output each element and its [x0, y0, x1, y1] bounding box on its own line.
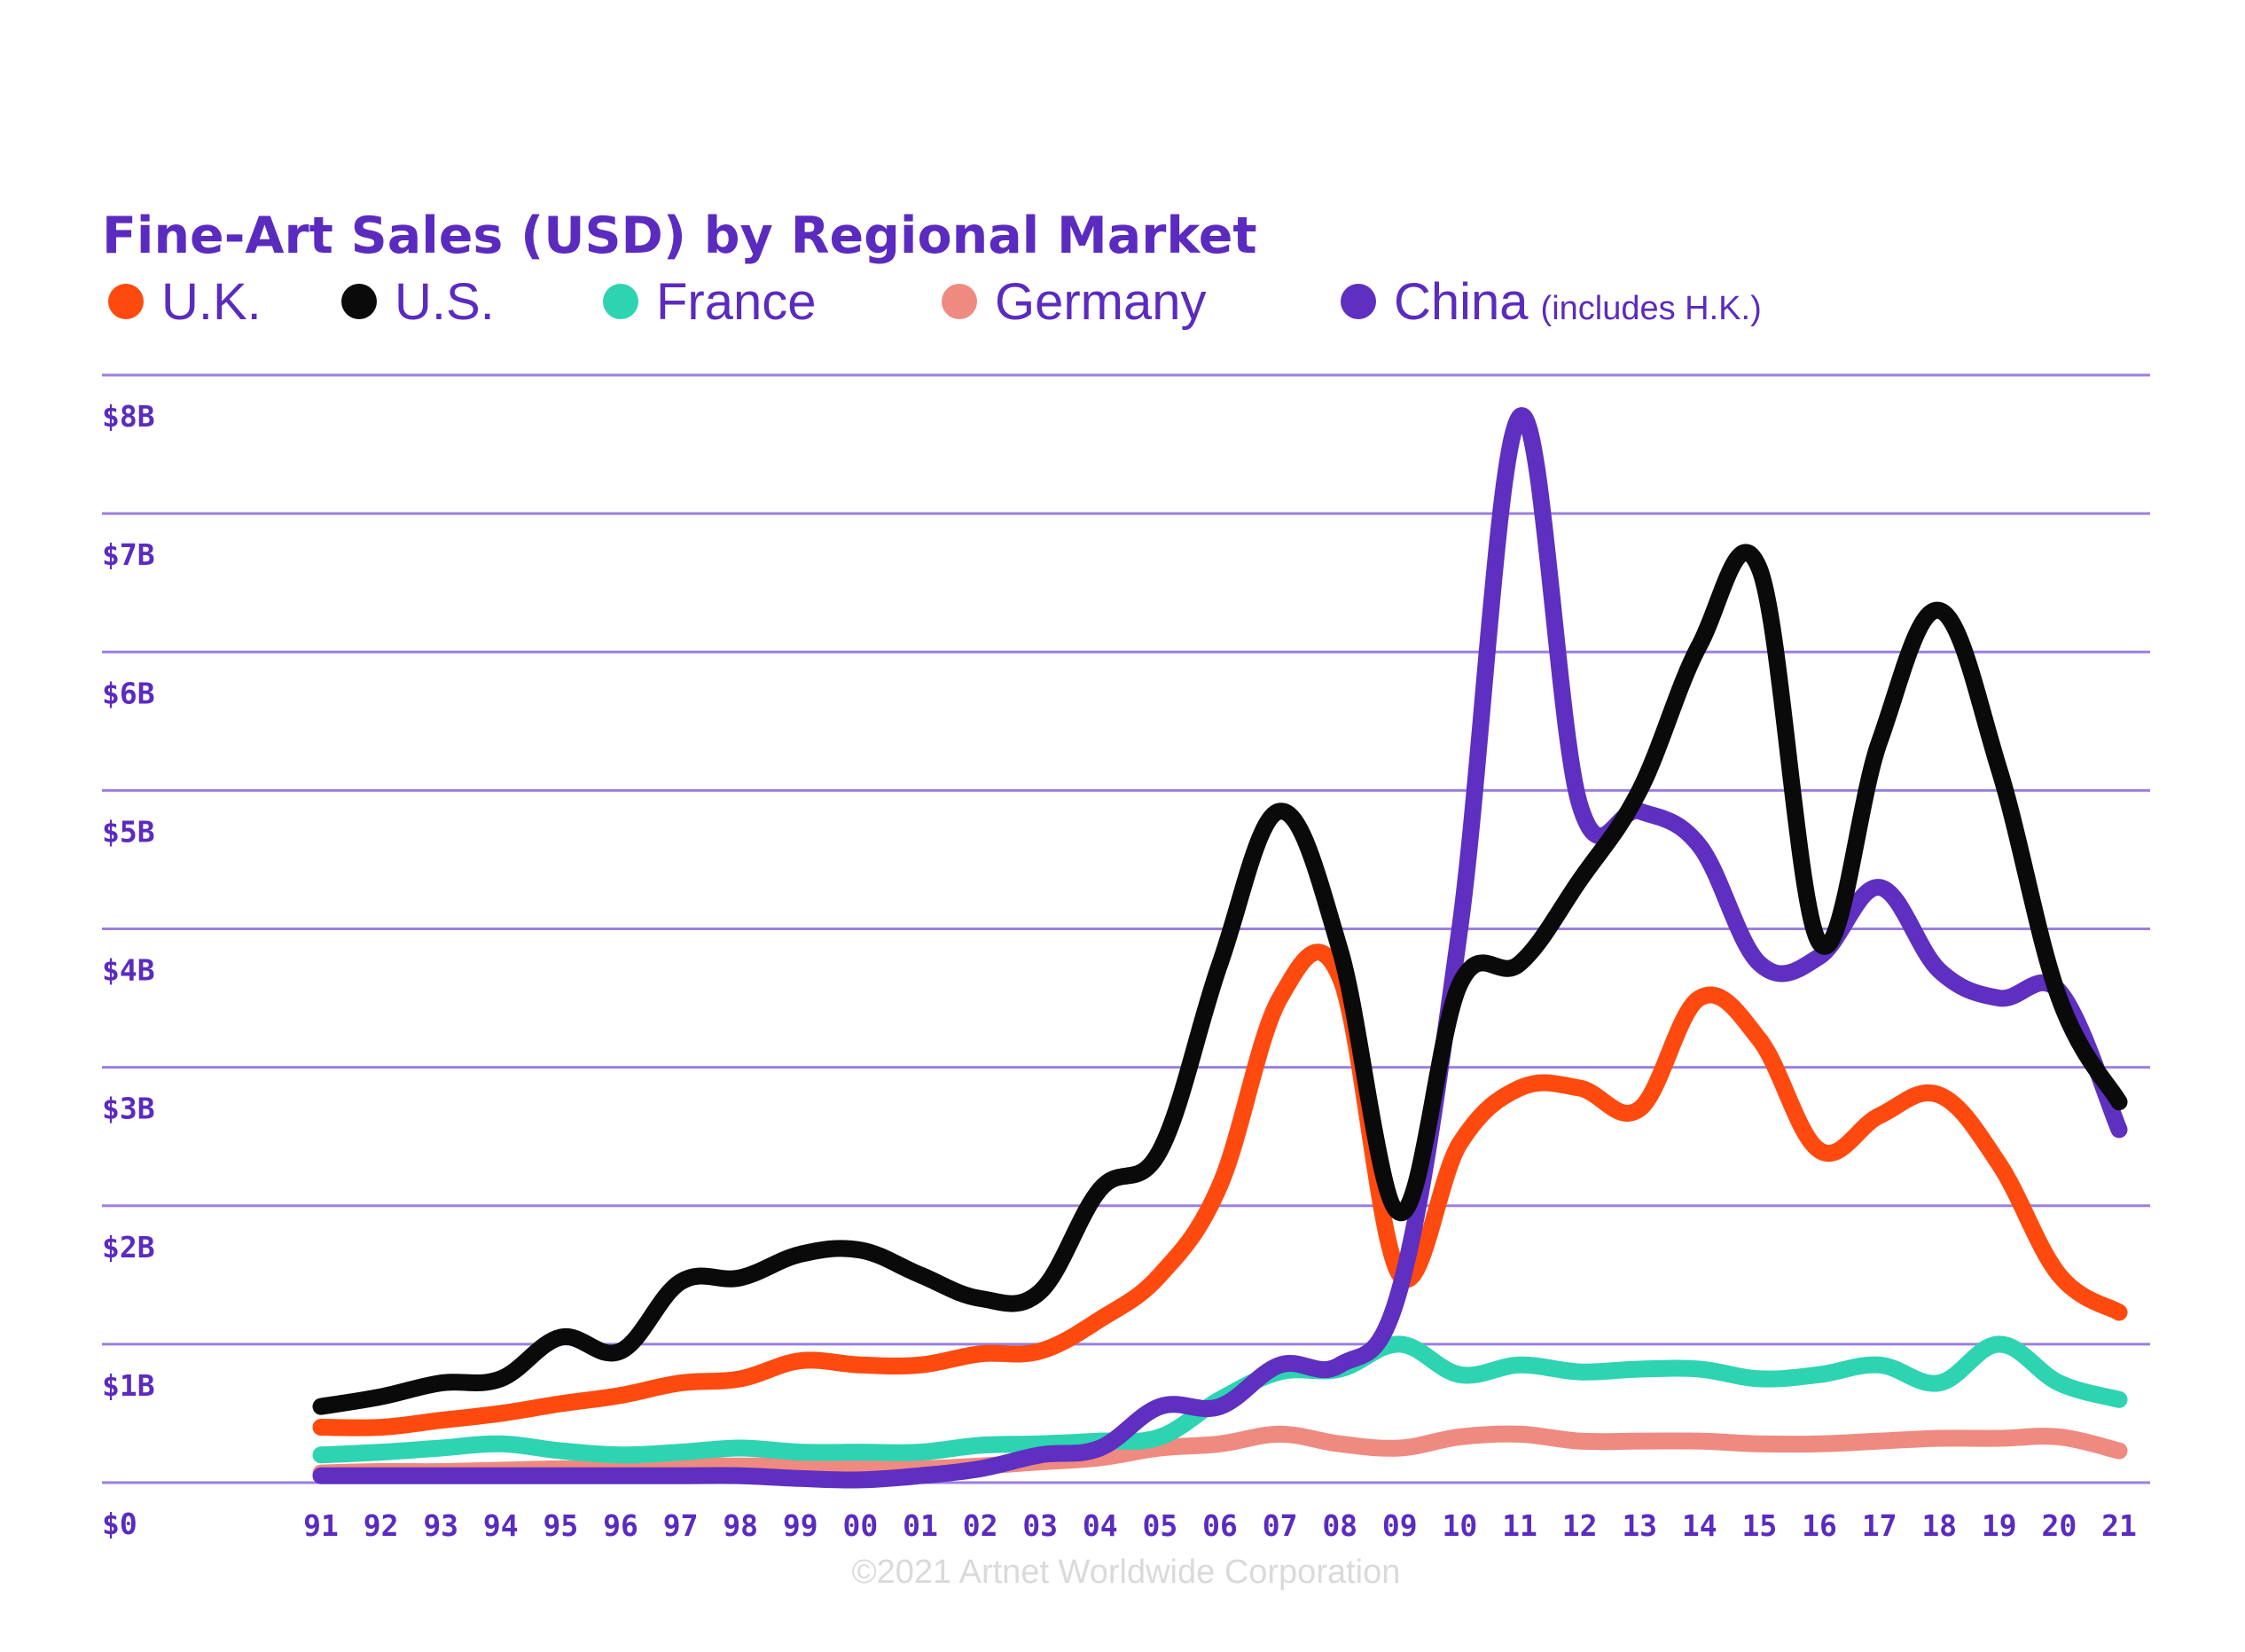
- series-lines: [312, 407, 2128, 1489]
- y-tick-label: $4B: [102, 953, 155, 988]
- x-tick-label: 15: [1742, 1508, 1778, 1543]
- y-axis-tick-labels: $0 $1B $2B $3B $4B $5B $6B $7B $8B: [102, 399, 155, 1541]
- x-tick-label: 11: [1502, 1508, 1537, 1543]
- legend-item-germany: Germany: [942, 273, 1207, 331]
- x-tick-label: 19: [1982, 1508, 2017, 1543]
- y-tick-label: $2B: [102, 1230, 155, 1264]
- x-axis-tick-labels: 91 92 93 94 95 96 97 98 99 00 01 02 03 04 05 06 07 08 09 10…: [303, 1508, 2137, 1543]
- x-tick-label: 10: [1443, 1508, 1478, 1543]
- x-tick-label: 01: [903, 1508, 938, 1543]
- x-tick-label: 03: [1022, 1508, 1058, 1543]
- x-tick-label: 92: [364, 1508, 399, 1543]
- x-tick-label: 99: [783, 1508, 818, 1543]
- x-tick-label: 07: [1263, 1508, 1298, 1543]
- legend-item-france: France: [603, 273, 817, 331]
- x-tick-label: 20: [2042, 1508, 2077, 1543]
- x-tick-label: 96: [603, 1508, 638, 1543]
- legend-label-us: U.S.: [395, 273, 495, 331]
- x-tick-label: 17: [1862, 1508, 1897, 1543]
- legend-marker-us: [341, 284, 377, 319]
- x-tick-label: 98: [723, 1508, 758, 1543]
- chart-title: Fine-Art Sales (USD) by Regional Market: [102, 207, 1257, 265]
- legend-label-germany: Germany: [995, 273, 1207, 331]
- legend-item-us: U.S.: [341, 273, 495, 331]
- y-tick-label: $1B: [102, 1368, 155, 1403]
- y-tick-label: $6B: [102, 676, 155, 710]
- legend-label-uk: U.K.: [161, 273, 262, 331]
- x-tick-label: 94: [483, 1508, 519, 1543]
- y-tick-label: $3B: [102, 1092, 155, 1126]
- series-line-uk: [312, 943, 2128, 1437]
- legend-marker-china: [1341, 284, 1376, 319]
- x-tick-label: 13: [1622, 1508, 1657, 1543]
- x-tick-label: 93: [423, 1508, 458, 1543]
- x-tick-label: 18: [1921, 1508, 1957, 1543]
- x-tick-label: 14: [1682, 1508, 1717, 1543]
- x-tick-label: 08: [1322, 1508, 1357, 1543]
- x-tick-label: 04: [1083, 1508, 1118, 1543]
- x-tick-label: 16: [1802, 1508, 1837, 1543]
- legend-marker-france: [603, 284, 638, 319]
- x-tick-label: 21: [2101, 1508, 2137, 1543]
- legend-item-uk: U.K.: [108, 273, 262, 331]
- series-line-us: [312, 544, 2128, 1415]
- legend-label-france: France: [656, 273, 817, 331]
- x-tick-label: 02: [963, 1508, 998, 1543]
- series-line-china: [312, 407, 2128, 1489]
- x-tick-label: 09: [1382, 1508, 1418, 1543]
- legend-marker-germany: [942, 284, 977, 319]
- x-tick-label: 12: [1562, 1508, 1598, 1543]
- legend-note: (includes H.K.): [1541, 290, 1762, 327]
- y-tick-label: $0: [102, 1507, 137, 1541]
- y-tick-label: $5B: [102, 814, 155, 849]
- x-tick-label: 00: [843, 1508, 879, 1543]
- copyright-credit: ©2021 Artnet Worldwide Corporation: [852, 1554, 1401, 1591]
- x-tick-label: 95: [544, 1508, 579, 1543]
- x-tick-label: 06: [1202, 1508, 1238, 1543]
- x-tick-label: 05: [1143, 1508, 1178, 1543]
- x-tick-label: 97: [663, 1508, 699, 1543]
- legend-marker-uk: [108, 284, 144, 319]
- y-tick-label: $8B: [102, 399, 155, 434]
- x-tick-label: 91: [303, 1508, 339, 1543]
- y-tick-label: $7B: [102, 537, 155, 572]
